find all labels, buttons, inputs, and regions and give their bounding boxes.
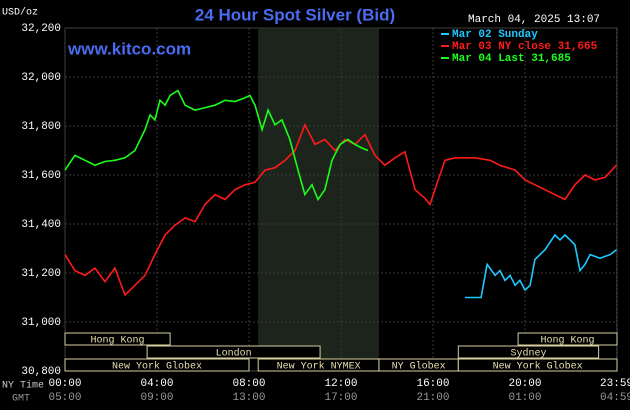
session-box [457,358,618,372]
x2-tick-label: 21:00 [416,392,449,404]
session-label: New York Globex [112,361,202,373]
legend-label: Mar 02 Sunday [452,29,538,41]
y-axis-label: USD/oz [2,7,38,19]
session-box [64,332,171,346]
y-tick-label: 30,800 [21,366,61,378]
x2-tick-label: 13:00 [232,392,265,404]
x-tick-label: 20:00 [508,378,541,390]
legend-label: Mar 04 Last 31,685 [452,53,571,65]
x-tick-label: 12:00 [324,378,357,390]
plot-area: 30,800 31,000 31,200 31,400 31,600 31,800 32,0… [21,23,618,378]
timestamp: March 04, 2025 13:07 [468,14,600,26]
x-axis-label: NY Time [2,380,44,392]
legend-label: Mar 03 NY close 31,665 [452,41,598,53]
series-line [64,122,618,297]
y-tick-label: 31,800 [21,121,61,133]
session-box [457,345,600,359]
series-line [465,233,617,299]
x2-tick-label: 01:00 [508,392,541,404]
y-tick-label: 32,200 [21,23,61,35]
x-tick-label: 08:00 [232,378,265,390]
session-label: Hong Kong [541,336,595,347]
x-tick-label: 23:59 [600,378,630,390]
session-label: NY Globex [392,361,446,373]
x-tick-label: 16:00 [416,378,449,390]
session-label: New York Globex [493,361,583,373]
x2-tick-label: 09:00 [140,392,173,404]
y-tick-label: 31,000 [21,317,61,329]
y-tick-label: 32,000 [21,72,61,84]
y-tick-label: 31,200 [21,268,61,280]
series-line [64,89,369,202]
session-label: New York NYMEX [277,361,361,373]
session-label: Sydney [510,348,546,360]
x2-tick-label: 17:00 [324,392,357,404]
x-tick-label: 00:00 [48,378,81,390]
x2-tick-label: 05:00 [48,392,81,404]
session-box [517,332,618,346]
y-tick-label: 31,400 [21,219,61,231]
x-tick-label: 04:00 [140,378,173,390]
watermark: www.kitco.com [67,39,191,58]
chart-title: 24 Hour Spot Silver (Bid) [195,5,395,24]
x2-tick-label: 04:59 [600,392,630,404]
y-tick-label: 31,600 [21,170,61,182]
session-box [64,358,250,372]
x2-axis-label: GMT [12,394,30,405]
session-box [146,345,321,359]
session-label: Hong Kong [91,336,145,347]
session-label: London [216,348,252,360]
